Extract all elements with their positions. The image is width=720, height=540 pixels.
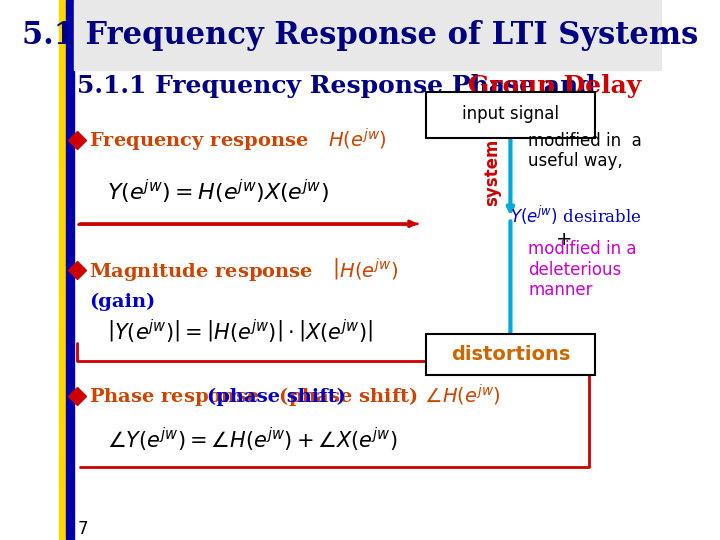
Text: Magnitude response   $\left|H\left(e^{jw}\right)\right.$: Magnitude response $\left|H\left(e^{jw}\…	[89, 256, 398, 283]
Bar	[59, 0, 66, 539]
Text: $Y(e^{jw})$ desirable: $Y(e^{jw})$ desirable	[510, 204, 642, 227]
Text: 5.1 Frequency Response of LTI Systems: 5.1 Frequency Response of LTI Systems	[22, 19, 698, 51]
Text: Frequency response   $H\left(e^{jw}\right)$: Frequency response $H\left(e^{jw}\right)…	[89, 126, 387, 154]
Text: $\left|Y\left(e^{jw}\right)\right| = \left|H\left(e^{jw}\right)\right|\cdot\left: $\left|Y\left(e^{jw}\right)\right| = \le…	[107, 318, 373, 346]
Text: Phase response   (phase shift) $\angle H\left(e^{jw}\right)$: Phase response (phase shift) $\angle H\l…	[89, 383, 501, 410]
Text: 5.1.1 Frequency Response Phase and: 5.1.1 Frequency Response Phase and	[77, 75, 605, 98]
Text: system: system	[483, 139, 501, 206]
Text: input signal: input signal	[462, 105, 559, 123]
Text: $Y\left(e^{jw}\right) = H\left(e^{jw}\right)X\left(e^{jw}\right)$: $Y\left(e^{jw}\right) = H\left(e^{jw}\ri…	[107, 177, 329, 206]
Text: 7: 7	[77, 519, 88, 537]
Text: (phase shift): (phase shift)	[207, 387, 346, 406]
FancyBboxPatch shape	[426, 334, 595, 375]
Text: modified in a
deleterious
manner: modified in a deleterious manner	[528, 240, 637, 300]
Text: +: +	[557, 231, 573, 249]
Text: (gain): (gain)	[89, 293, 156, 311]
FancyBboxPatch shape	[426, 92, 595, 138]
Text: $\angle Y\left(e^{jw}\right) = \angle H\left(e^{jw}\right) + \angle X\left(e^{jw: $\angle Y\left(e^{jw}\right) = \angle H\…	[107, 426, 397, 454]
Text: Group Delay: Group Delay	[468, 75, 642, 98]
Text: distortions: distortions	[451, 346, 570, 365]
Bar	[73, 0, 661, 70]
Text: modified in  a
useful way,: modified in a useful way,	[528, 132, 642, 171]
Bar	[66, 0, 73, 539]
